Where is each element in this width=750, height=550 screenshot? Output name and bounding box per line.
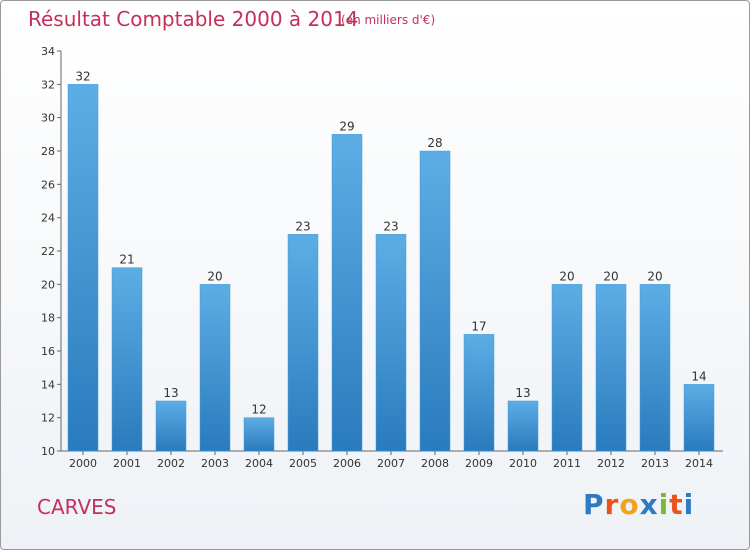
- x-tick-label-2001: 2001: [113, 457, 141, 470]
- data-label-2003: 20: [207, 269, 222, 283]
- logo-letter: i: [658, 488, 670, 521]
- x-tick-label-2014: 2014: [685, 457, 713, 470]
- data-label-2005: 23: [295, 219, 310, 233]
- logo-letter: P: [583, 488, 605, 521]
- y-tick-label: 28: [41, 145, 55, 158]
- proxiti-logo: Proxiti: [583, 488, 694, 521]
- data-label-2000: 32: [75, 69, 90, 83]
- y-tick-label: 14: [41, 378, 55, 391]
- y-tick-label: 32: [41, 78, 55, 91]
- bar-2010: [507, 400, 539, 452]
- chart-bars: [67, 84, 715, 452]
- data-label-2004: 12: [251, 403, 266, 417]
- x-tick-label-2004: 2004: [245, 457, 273, 470]
- chart-data-labels: 32 21 13 20 12 23 29 23 28 17 13 20 20 20 14: [75, 69, 706, 416]
- x-tick-label-2006: 2006: [333, 457, 361, 470]
- data-label-2002: 13: [163, 386, 178, 400]
- bar-2000: [67, 84, 99, 452]
- x-tick-label-2012: 2012: [597, 457, 625, 470]
- bar-2009: [463, 334, 495, 452]
- bar-2008: [419, 150, 451, 452]
- logo-letter: t: [669, 488, 684, 521]
- bar-2005: [287, 234, 319, 452]
- data-label-2012: 20: [603, 269, 618, 283]
- bar-2002: [155, 400, 187, 452]
- x-tick-label-2000: 2000: [69, 457, 97, 470]
- chart-axes: 10 12 14 16 18 20 22 24 26 28 30 32 34 2000 2001 2002 20…: [41, 45, 723, 470]
- data-label-2014: 14: [691, 369, 706, 383]
- data-label-2007: 23: [383, 219, 398, 233]
- y-tick-label: 10: [41, 445, 55, 458]
- bar-2003: [199, 284, 231, 452]
- y-tick-label: 20: [41, 278, 55, 291]
- bar-2011: [551, 284, 583, 452]
- y-tick-label: 12: [41, 412, 55, 425]
- bar-2007: [375, 234, 407, 452]
- bar-2014: [683, 384, 715, 452]
- logo-letter: i: [683, 488, 695, 521]
- data-label-2013: 20: [647, 269, 662, 283]
- y-tick-label: 34: [41, 45, 55, 58]
- x-tick-label-2008: 2008: [421, 457, 449, 470]
- bar-2006: [331, 134, 363, 452]
- x-tick-label-2011: 2011: [553, 457, 581, 470]
- data-label-2011: 20: [559, 269, 574, 283]
- x-tick-label-2003: 2003: [201, 457, 229, 470]
- x-tick-label-2002: 2002: [157, 457, 185, 470]
- y-tick-label: 16: [41, 345, 55, 358]
- x-tick-label-2007: 2007: [377, 457, 405, 470]
- bar-2013: [639, 284, 671, 452]
- data-label-2009: 17: [471, 319, 486, 333]
- x-tick-label-2005: 2005: [289, 457, 317, 470]
- bar-2012: [595, 284, 627, 452]
- logo-letter: o: [619, 488, 640, 521]
- data-label-2008: 28: [427, 136, 442, 150]
- logo-letter: r: [604, 488, 620, 521]
- x-tick-label-2010: 2010: [509, 457, 537, 470]
- y-tick-label: 26: [41, 178, 55, 191]
- y-tick-label: 18: [41, 312, 55, 325]
- bar-2001: [111, 267, 143, 452]
- chart-title: Résultat Comptable 2000 à 2014: [28, 7, 359, 31]
- y-tick-label: 22: [41, 245, 55, 258]
- logo-letter: x: [639, 488, 659, 521]
- chart-subtitle: (en milliers d'€): [341, 13, 436, 27]
- data-label-2001: 21: [119, 253, 134, 267]
- x-tick-label-2013: 2013: [641, 457, 669, 470]
- x-tick-label-2009: 2009: [465, 457, 493, 470]
- y-tick-label: 24: [41, 212, 55, 225]
- commune-name: CARVES: [37, 495, 117, 519]
- data-label-2006: 29: [339, 119, 354, 133]
- data-label-2010: 13: [515, 386, 530, 400]
- bar-2004: [243, 417, 275, 452]
- y-tick-label: 30: [41, 112, 55, 125]
